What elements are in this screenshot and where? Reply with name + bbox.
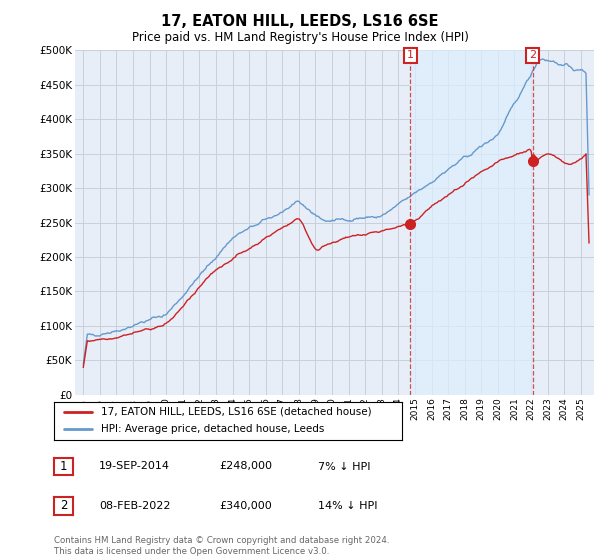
Text: 19-SEP-2014: 19-SEP-2014	[99, 461, 170, 472]
Text: £248,000: £248,000	[219, 461, 272, 472]
Text: £340,000: £340,000	[219, 501, 272, 511]
Text: 2: 2	[529, 50, 536, 60]
Text: 14% ↓ HPI: 14% ↓ HPI	[318, 501, 377, 511]
Text: 1: 1	[60, 460, 67, 473]
Text: 2: 2	[60, 499, 67, 512]
Text: 08-FEB-2022: 08-FEB-2022	[99, 501, 170, 511]
Text: Contains HM Land Registry data © Crown copyright and database right 2024.
This d: Contains HM Land Registry data © Crown c…	[54, 536, 389, 556]
Text: 1: 1	[407, 50, 414, 60]
Text: 7% ↓ HPI: 7% ↓ HPI	[318, 461, 371, 472]
Text: 17, EATON HILL, LEEDS, LS16 6SE (detached house): 17, EATON HILL, LEEDS, LS16 6SE (detache…	[101, 407, 371, 417]
Text: HPI: Average price, detached house, Leeds: HPI: Average price, detached house, Leed…	[101, 424, 325, 435]
Bar	[410, 50, 533, 395]
Text: Price paid vs. HM Land Registry's House Price Index (HPI): Price paid vs. HM Land Registry's House …	[131, 31, 469, 44]
Text: 17, EATON HILL, LEEDS, LS16 6SE: 17, EATON HILL, LEEDS, LS16 6SE	[161, 14, 439, 29]
